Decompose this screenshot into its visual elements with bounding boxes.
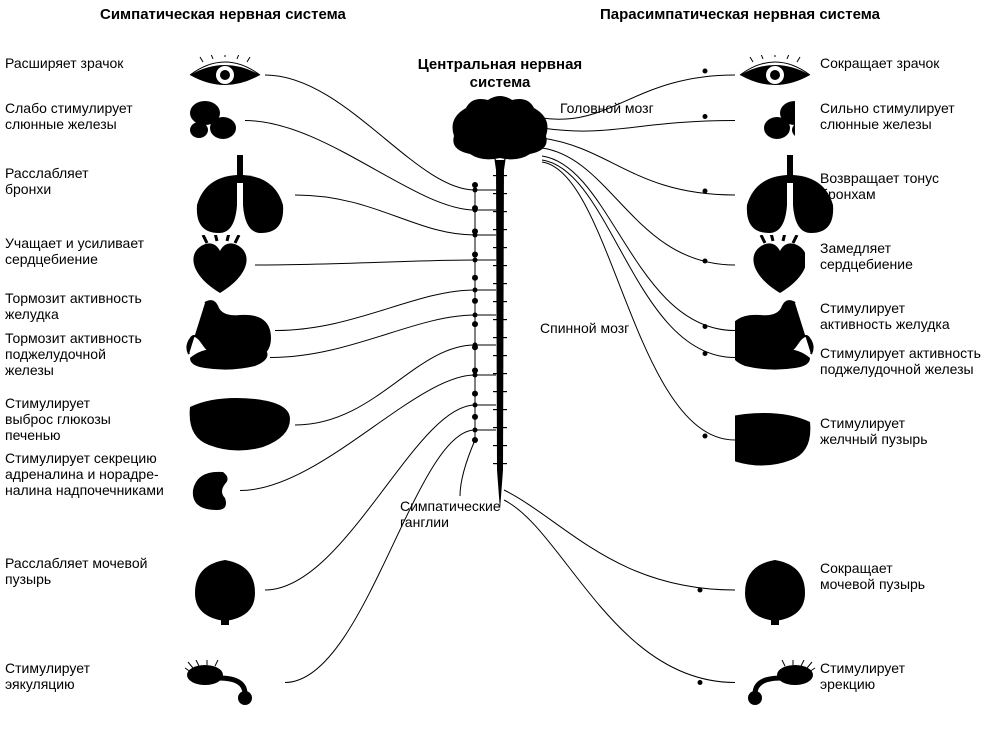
left-organ-heart-icon <box>185 235 255 295</box>
nerve-right-saliva <box>542 121 735 132</box>
left-label-pupil: Расширяет зрачок <box>5 55 180 71</box>
ganglia-leader <box>460 440 475 496</box>
nerve-left-liver <box>295 345 496 425</box>
left-organ-liver-icon <box>185 395 295 455</box>
right-label-pancreas: Стимулирует активностьподжелудочной желе… <box>820 345 993 377</box>
left-label-saliva: Слабо стимулируетслюнные железы <box>5 100 180 132</box>
nerve-left-stomach <box>275 290 496 331</box>
right-organ-saliva-icon <box>735 98 795 143</box>
right-organ-genital-icon <box>735 660 835 705</box>
diagram-root: { "type": "anatomical-diagram", "backgro… <box>0 0 993 750</box>
left-organ-pupil-icon <box>185 55 265 95</box>
nerve-left-bladder <box>265 405 496 590</box>
right-label-bronchi: Возвращает тонусбронхам <box>820 170 993 202</box>
left-label-bladder: Расслабляет мочевойпузырь <box>5 555 180 587</box>
nerve-left-bronchi <box>295 195 496 235</box>
right-organ-pancreas-icon <box>735 340 820 375</box>
right-label-pupil: Сокращает зрачок <box>820 55 993 71</box>
right-label-heart: Замедляетсердцебиение <box>820 240 993 272</box>
right-label-stomach: Стимулируетактивность желудка <box>820 300 993 332</box>
spinal-cord-icon <box>496 160 504 510</box>
brain-icon <box>453 96 548 170</box>
nerve-right-bladder <box>504 490 735 590</box>
left-organ-bladder-icon <box>185 555 265 625</box>
left-organ-saliva-icon <box>185 98 245 143</box>
left-label-heart: Учащает и усиливаетсердцебиение <box>5 235 180 267</box>
left-label-genital: Стимулируетэякуляцию <box>5 660 180 692</box>
nerve-left-pancreas <box>270 315 496 358</box>
nerve-right-pupil <box>542 75 735 119</box>
right-label-genital: Стимулируетэрекцию <box>820 660 993 692</box>
nerve-right-liver <box>542 162 735 440</box>
right-organ-liver-icon <box>735 410 845 470</box>
right-organ-bladder-icon <box>735 555 815 625</box>
right-organ-heart-icon <box>735 235 805 295</box>
right-organ-pupil-icon <box>735 55 815 95</box>
left-label-bronchi: Расслабляетбронхи <box>5 165 180 197</box>
left-label-pancreas: Тормозит активностьподжелудочнойжелезы <box>5 330 180 378</box>
nerve-right-bronchi <box>542 138 735 195</box>
left-organ-bronchi-icon <box>185 155 295 235</box>
right-label-saliva: Сильно стимулируетслюнные железы <box>820 100 993 132</box>
left-label-adrenal: Стимулирует секрециюадреналина и норадре… <box>5 450 180 498</box>
nerve-right-heart <box>542 148 735 265</box>
left-label-stomach: Тормозит активностьжелудка <box>5 290 180 322</box>
nerve-left-heart <box>255 260 496 265</box>
left-label-liver: Стимулируетвыброс глюкозыпеченью <box>5 395 180 443</box>
right-organ-bronchi-icon <box>735 155 845 235</box>
left-organ-adrenal-icon <box>185 468 240 513</box>
left-organ-genital-icon <box>185 660 285 705</box>
right-label-liver: Стимулируетжелчный пузырь <box>820 415 993 447</box>
left-organ-pancreas-icon <box>185 340 270 375</box>
right-label-bladder: Сокращаетмочевой пузырь <box>820 560 993 592</box>
